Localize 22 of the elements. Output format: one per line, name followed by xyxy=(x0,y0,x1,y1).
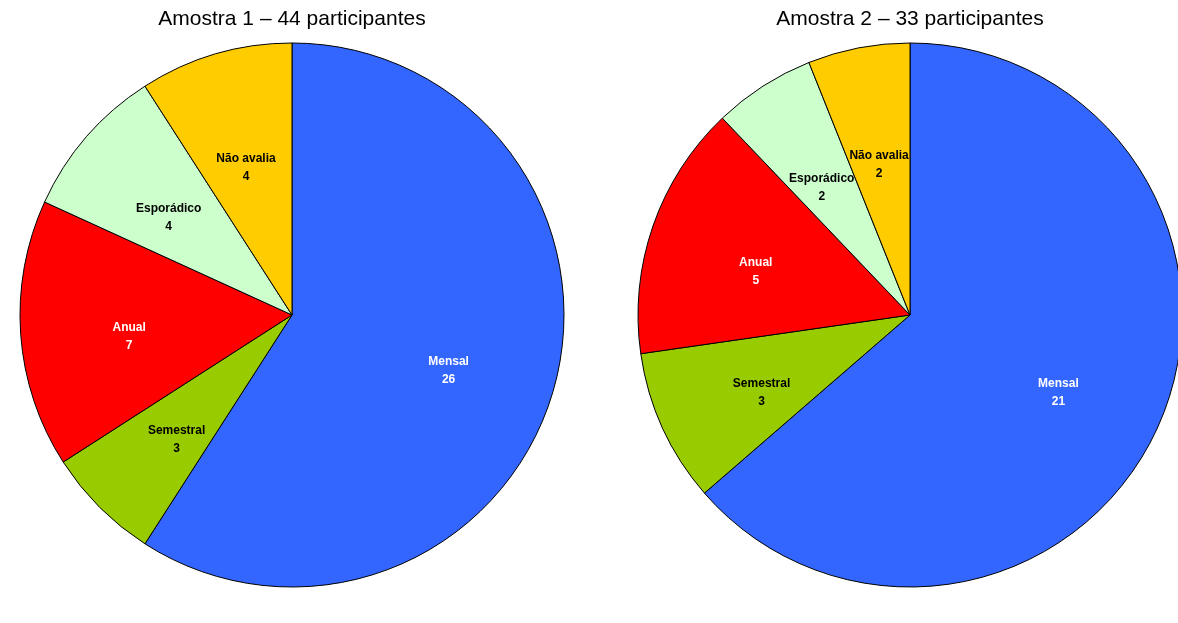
slice-label: Não avalia xyxy=(849,147,910,162)
data-label: 4 xyxy=(242,169,250,184)
data-label: 2 xyxy=(875,165,883,180)
data-label: 3 xyxy=(758,393,766,408)
data-label: 21 xyxy=(1051,393,1066,408)
slice-label: Não avalia xyxy=(216,151,277,166)
data-label: 3 xyxy=(173,441,181,456)
slice-label: Esporádico xyxy=(135,201,202,216)
data-label: 2 xyxy=(818,188,826,203)
slice-label: Mensal xyxy=(1038,375,1079,390)
slice-label: Semestral xyxy=(732,375,791,390)
slice-label: Semestral xyxy=(147,423,206,438)
data-label: 4 xyxy=(165,219,173,234)
chart-title: Amostra 2 – 33 participantes xyxy=(776,6,1044,29)
data-label: 26 xyxy=(441,371,456,386)
slice-label: Anual xyxy=(739,254,773,269)
data-label: 5 xyxy=(752,272,760,287)
slice-label: Esporádico xyxy=(789,170,855,185)
chart-title: Amostra 1 – 44 participantes xyxy=(158,6,426,29)
slice-label: Anual xyxy=(112,319,146,334)
slice-label: Mensal xyxy=(428,353,469,368)
data-label: 7 xyxy=(125,337,133,352)
